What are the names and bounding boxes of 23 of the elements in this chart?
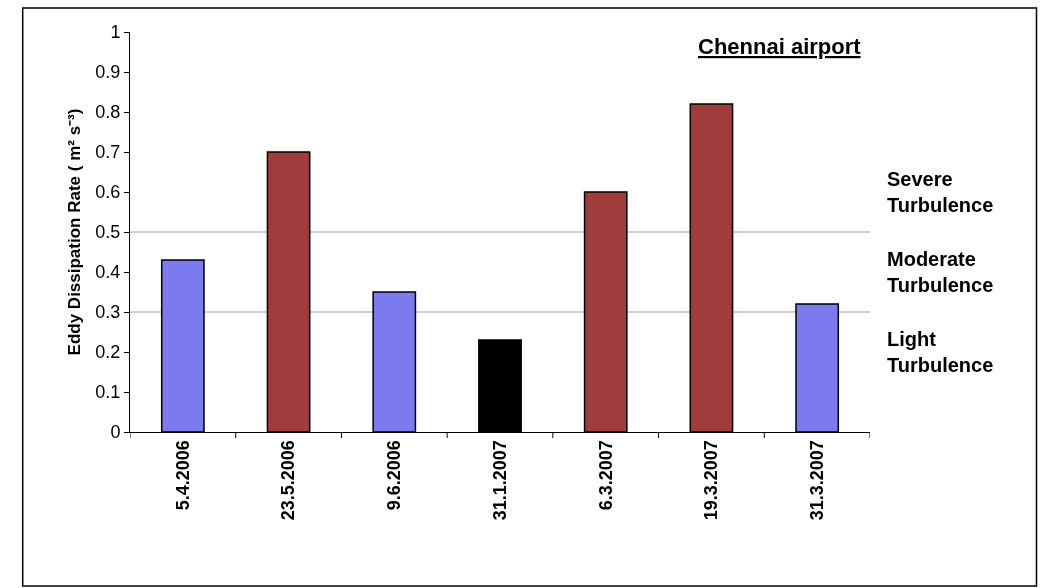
x-tick-label: 23.5.2006 [278,440,299,521]
chart-title: Chennai airport [698,34,862,59]
y-tick-label: 0.5 [95,222,121,243]
x-tick-label: 19.3.2007 [701,440,722,521]
y-tick-label: 0.4 [95,262,121,283]
x-tick-label: 31.1.2007 [489,440,510,521]
y-tick-label: 0 [110,422,121,443]
text: Light Turbulence [887,328,994,376]
y-tick-label: 0.8 [95,102,121,123]
x-tick-label: 31.3.2007 [806,440,827,521]
y-tick-label: 0.6 [95,182,121,203]
y-tick-label: 0.2 [95,342,121,363]
y-tick-label: 0.3 [95,302,121,323]
text: Severe Turbulence [887,168,994,216]
y-tick-label: 0.7 [95,142,121,163]
y-tick-label: 0.1 [95,382,121,403]
x-tick-label: 9.6.2006 [384,440,405,511]
x-tick-label: 6.3.2007 [595,440,616,511]
y-tick-label: 1 [110,22,121,43]
text: Moderate Turbulence [887,248,994,296]
x-tick-label: 5.4.2006 [172,440,193,511]
y-axis-title: Eddy Dissipation Rate ( m² s⁻³) [64,108,84,356]
y-tick-label: 0.9 [95,62,121,83]
